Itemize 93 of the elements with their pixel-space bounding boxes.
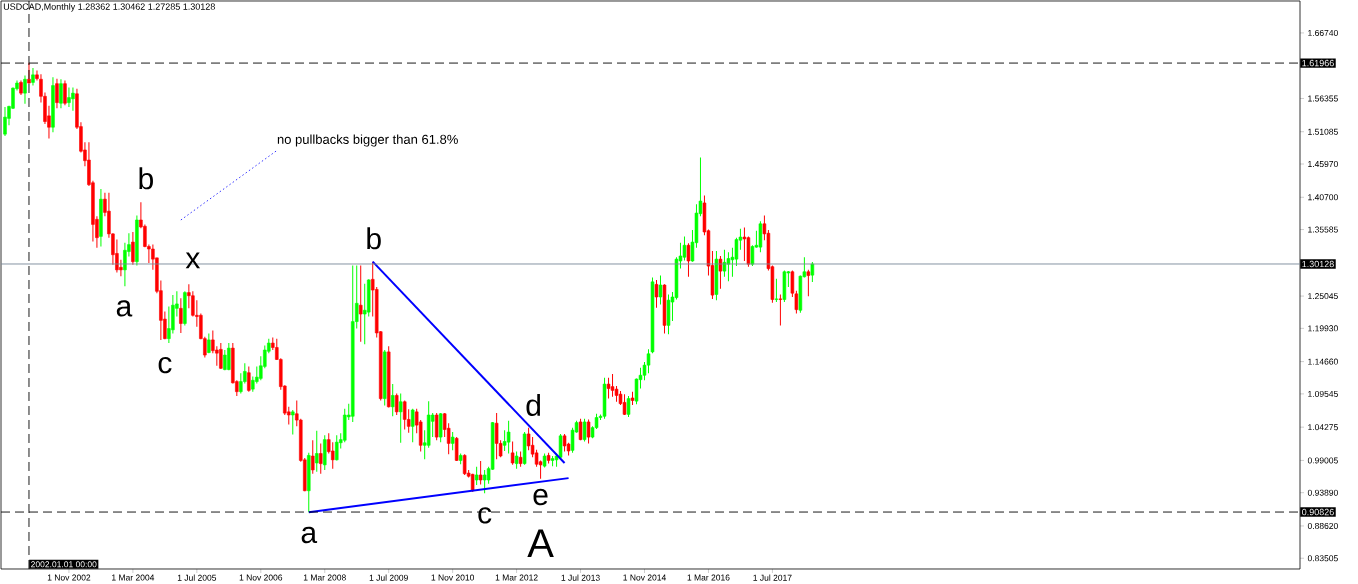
x-tick-label: 1 Jul 2009 — [369, 574, 408, 581]
ref-line-label: 1.30128 — [1302, 260, 1334, 268]
x-tick-label: 1 Jul 2017 — [753, 574, 792, 581]
candlestick — [718, 255, 723, 290]
y-tick-label: 0.83505 — [1307, 555, 1338, 562]
candlestick — [55, 78, 59, 109]
y-tick-label: 1.45970 — [1308, 161, 1338, 168]
annotation: x — [185, 252, 201, 269]
candlestick — [654, 279, 659, 309]
candlestick — [806, 269, 811, 297]
candlestick — [778, 293, 783, 326]
candlestick — [362, 283, 367, 345]
ref-line-label: 2002.01.01 00:00 — [31, 561, 97, 568]
candlestick — [482, 469, 487, 494]
candlestick — [686, 242, 691, 278]
candlestick — [474, 466, 479, 486]
candlestick — [390, 383, 395, 417]
annotation: b — [367, 227, 381, 250]
candlestick — [3, 106, 7, 137]
ref-line-label: 0.90826 — [1302, 508, 1334, 516]
y-tick-label: 0.93890 — [1307, 489, 1338, 496]
candlestick — [506, 420, 511, 455]
y-tick-label: 1.14660 — [1308, 358, 1338, 365]
candlestick — [810, 261, 815, 283]
annotation: d — [526, 393, 541, 416]
y-tick-label: 1.51085 — [1308, 128, 1338, 135]
x-tick-label: 1 Mar 2004 — [112, 574, 155, 581]
x-tick-label: 1 Nov 2014 — [623, 574, 666, 581]
y-tick-label: 0.99005 — [1307, 457, 1338, 464]
annotation: a — [301, 526, 318, 544]
y-tick-label: 1.56355 — [1308, 95, 1338, 102]
annotation: b — [139, 167, 153, 190]
candlestick — [586, 418, 591, 444]
x-tick-label: 1 Jul 2005 — [177, 574, 217, 581]
candlestick — [402, 399, 407, 431]
candlestick — [398, 393, 403, 444]
x-tick-label: 1 Nov 2002 — [47, 574, 91, 581]
candlestick — [750, 244, 755, 267]
candlestick — [510, 441, 515, 466]
candlestick — [450, 431, 455, 451]
annotation: c — [158, 356, 172, 374]
ref-line-label: 1.61966 — [1302, 59, 1334, 67]
annotation: e — [533, 488, 548, 506]
annotation: no pullbacks bigger than 61.8% — [277, 134, 458, 147]
candlestick — [558, 433, 563, 460]
candlestick — [247, 365, 251, 393]
candlestick — [63, 80, 67, 106]
candlestick — [438, 412, 443, 443]
candlestick — [394, 393, 399, 416]
candlestick — [606, 377, 611, 400]
candlestick — [726, 251, 731, 282]
candlestick — [311, 439, 315, 475]
candlestick — [179, 297, 183, 334]
y-tick-label: 1.04275 — [1308, 424, 1338, 431]
annotation: a — [116, 300, 133, 317]
y-tick-label: 1.35585 — [1308, 226, 1338, 233]
candlestick — [358, 264, 363, 343]
annotation: A — [527, 529, 554, 557]
x-tick-label: 1 Jul 2013 — [561, 574, 600, 581]
candlestick — [291, 409, 295, 436]
x-tick-label: 1 Nov 2006 — [239, 574, 283, 581]
chart-title: USDCAD,Monthly 1.28362 1.30462 1.27285 1.30128 — [3, 3, 215, 12]
candlestick — [219, 342, 223, 370]
candlestick — [494, 412, 499, 460]
candlestick — [331, 441, 335, 470]
x-tick-label: 1 Mar 2016 — [687, 574, 730, 581]
candlestick — [131, 231, 135, 266]
candlestick — [227, 342, 231, 371]
y-tick-label: 1.40700 — [1308, 194, 1338, 201]
candlestick — [67, 86, 71, 108]
y-tick-label: 1.19930 — [1308, 325, 1338, 332]
y-tick-label: 1.25045 — [1308, 293, 1338, 300]
candlestick — [23, 74, 27, 105]
y-tick-label: 1.66740 — [1308, 29, 1338, 36]
annotation: c — [478, 507, 492, 524]
x-tick-label: 1 Mar 2012 — [495, 574, 538, 581]
y-tick-label: 1.09545 — [1308, 390, 1338, 397]
candlestick — [59, 78, 63, 109]
candlestick — [410, 408, 415, 443]
x-tick-label: 1 Mar 2008 — [303, 574, 346, 581]
candlestick — [315, 430, 319, 473]
candlestick — [478, 460, 483, 485]
candlestick — [774, 278, 779, 303]
candlestick — [434, 412, 439, 441]
y-tick-label: 0.88620 — [1307, 522, 1338, 529]
candlestick — [658, 275, 663, 306]
candlestick — [319, 442, 323, 475]
candlestick — [335, 434, 339, 461]
candlestick — [610, 373, 615, 398]
x-tick-label: 1 Nov 2010 — [431, 574, 475, 581]
candlestick — [758, 220, 763, 253]
candlestick — [31, 67, 35, 87]
candlestick — [71, 86, 75, 112]
